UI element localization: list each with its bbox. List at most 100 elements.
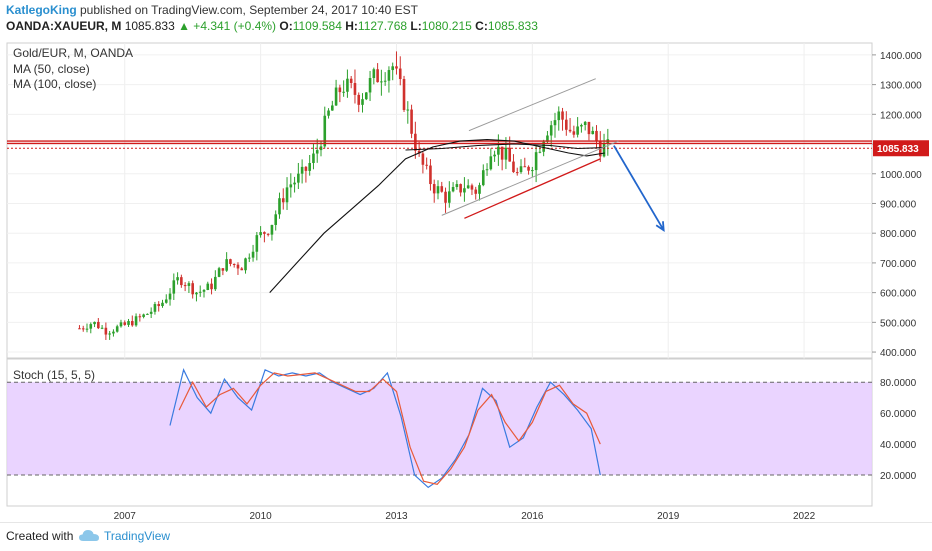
candle-body [504,147,508,160]
price-chart[interactable]: 1400.0001300.0001200.0001100.0001000.000… [0,38,932,522]
candle-body [380,81,383,83]
candle-body [349,78,353,84]
candle-body [448,191,451,203]
candle-body [383,80,387,82]
candle-body [217,268,221,277]
stoch-tick-label: 40.0000 [880,440,917,451]
candle-body [561,111,564,120]
candle-body [229,259,232,264]
ohlc-line: OANDA:XAUEUR, M 1085.833 ▲ +4.341 (+0.4%… [6,19,538,33]
ma100-line [405,143,605,151]
candle-body [572,131,576,135]
time-tick-label: 2010 [249,511,272,522]
candle-body [247,257,251,259]
candle-body [176,277,179,281]
candle-body [565,119,568,130]
candle-body [315,150,319,154]
candle-body [527,166,530,171]
candle-body [429,165,432,185]
candle-body [108,333,111,335]
candle-body [93,321,96,325]
candle-body [81,328,85,330]
candle-body [414,133,417,151]
last-price-tag-label: 1085.833 [877,144,919,155]
open-value: 1109.584 [292,19,342,33]
candle-body [489,156,493,170]
candle-body [508,147,511,162]
candle-body [134,316,138,326]
channel-upper-line [468,78,596,132]
chart-title: Gold/EUR, M, OANDA [13,46,133,60]
candle-body [232,263,236,265]
candle-body [221,268,225,271]
candle-body [281,198,285,203]
candle-body [123,322,127,325]
candle-body [327,110,330,116]
candle-body [576,126,579,135]
candle-body [142,314,145,317]
candle-body [157,304,161,307]
price-tick-label: 800.000 [880,229,917,240]
candle-body [546,135,549,142]
candle-body [402,79,406,110]
time-tick-label: 2007 [114,511,137,522]
axes: 1400.0001300.0001200.0001100.0001000.000… [114,51,929,522]
candle-body [549,125,553,136]
candle-body [187,283,191,286]
candle-body [346,78,349,92]
candle-body [146,313,149,315]
candle-body [78,328,81,330]
candle-body [289,184,293,188]
symbol-label: OANDA:XAUEUR, M [6,19,122,33]
candle-body [372,69,376,78]
open-label: O: [279,19,293,33]
ma100-legend: MA (100, close) [13,77,96,91]
candle-body [587,121,591,135]
close-label: C: [475,19,488,33]
candle-body [515,172,519,174]
candle-body [195,292,198,295]
stoch-pane[interactable] [6,358,873,507]
candle-body [497,146,500,155]
author-link[interactable]: KatlegoKing [6,3,77,17]
price-tick-label: 1000.000 [880,170,922,181]
candle-body [451,187,455,192]
candle-body [274,214,278,225]
ma50-line [269,139,605,293]
candle-body [225,259,228,271]
price-tick-label: 1200.000 [880,110,922,121]
candle-body [410,109,413,134]
price-tick-label: 600.000 [880,289,917,300]
publish-line: KatlegoKing published on TradingView.com… [6,3,418,17]
candle-body [214,276,217,290]
close-value: 1085.833 [487,19,538,33]
candle-body [308,163,311,171]
candle-body [353,83,357,95]
candle-body [266,233,270,235]
time-tick-label: 2019 [657,511,680,522]
candle-body [436,186,440,194]
candle-body [444,191,447,203]
stoch-tick-label: 80.0000 [880,378,917,389]
candle-body [463,188,466,193]
candle-body [485,169,489,171]
candle-body [285,187,289,203]
candle-body [398,68,402,80]
projection-arrow-head [655,221,665,233]
candle-body [244,258,247,271]
low-value: 1080.215 [421,19,472,33]
candle-body [104,327,108,335]
main-plot-frame [6,42,873,359]
candle-body [406,109,410,111]
footer: Created with TradingView [0,522,932,551]
price-tick-label: 400.000 [880,348,917,359]
candle-body [297,173,300,183]
tradingview-brand-link[interactable]: TradingView [104,529,171,543]
candle-body [425,164,428,166]
main-pane[interactable] [6,42,873,506]
candle-body [459,184,462,193]
candle-body [364,92,368,100]
candle-body [531,170,534,172]
price-tick-label: 900.000 [880,199,917,210]
candle-body [481,170,485,186]
